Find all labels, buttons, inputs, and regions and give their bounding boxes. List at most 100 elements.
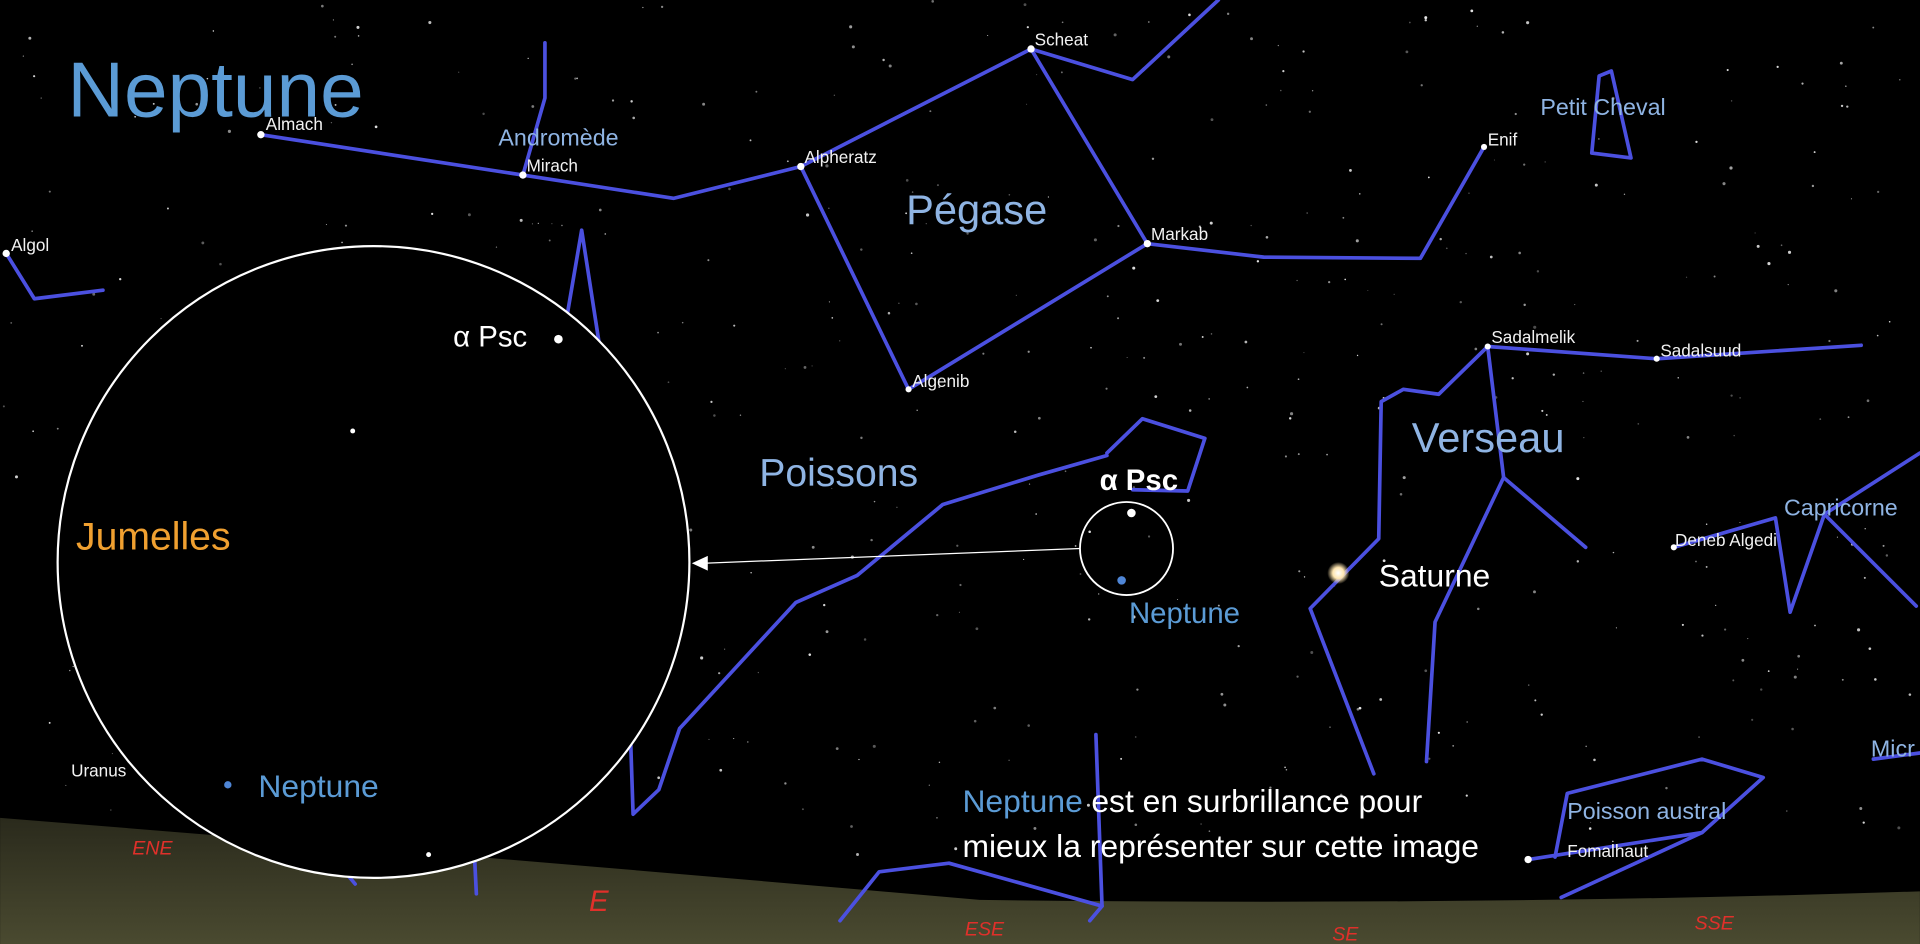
background-star	[1523, 303, 1526, 307]
background-star	[56, 427, 59, 430]
background-star	[219, 262, 222, 266]
background-star	[739, 414, 742, 416]
background-star	[1739, 397, 1741, 399]
background-star	[1814, 624, 1816, 627]
background-star	[1787, 250, 1792, 254]
background-star	[1730, 394, 1733, 397]
background-star	[1600, 370, 1602, 372]
direction: SE	[1332, 923, 1359, 944]
background-star	[632, 116, 636, 120]
background-star	[1008, 759, 1010, 762]
background-star	[1151, 157, 1155, 160]
background-star	[1154, 395, 1158, 398]
background-star	[1726, 68, 1729, 72]
background-star	[642, 6, 644, 9]
background-star	[958, 611, 960, 613]
background-star	[1428, 757, 1431, 760]
background-star	[1220, 692, 1224, 696]
background-star	[1297, 453, 1300, 456]
background-star	[1574, 304, 1576, 306]
background-star	[1493, 159, 1495, 161]
background-star	[604, 233, 607, 235]
star-label: Enif	[1488, 130, 1518, 150]
constellation-label: Andromède	[498, 125, 618, 151]
background-star	[1780, 244, 1783, 247]
background-star	[1786, 810, 1788, 812]
background-star	[1023, 558, 1025, 560]
background-star	[811, 545, 815, 549]
background-star	[975, 627, 979, 631]
background-star	[733, 738, 735, 740]
background-star	[1167, 55, 1171, 59]
background-star	[1840, 104, 1844, 108]
background-star	[1828, 339, 1831, 343]
background-star	[1013, 430, 1017, 433]
background-star	[1379, 698, 1383, 701]
background-star	[1598, 138, 1600, 140]
background-star	[1514, 112, 1517, 116]
background-star	[873, 500, 876, 503]
background-star	[850, 825, 853, 828]
caption-line: Neptune est en surbrillance pour	[962, 783, 1422, 819]
background-star	[519, 218, 523, 222]
background-star	[22, 55, 24, 57]
background-star	[1897, 826, 1901, 830]
background-star	[1134, 823, 1138, 827]
background-star	[374, 125, 378, 129]
background-star	[1113, 33, 1117, 37]
background-star	[931, 0, 934, 3]
background-star	[1874, 678, 1877, 681]
background-star	[1859, 806, 1863, 810]
star-label: Scheat	[1035, 29, 1089, 49]
background-star	[1120, 757, 1123, 760]
background-star	[1724, 628, 1727, 631]
planet-label: α Psc	[1100, 464, 1179, 497]
inset-label: α Psc	[453, 321, 527, 354]
background-star	[630, 100, 633, 103]
background-star	[1518, 251, 1521, 255]
background-star	[1701, 634, 1704, 637]
background-star	[1424, 19, 1427, 22]
background-star	[431, 212, 434, 216]
background-star	[1501, 31, 1505, 34]
background-star	[1207, 839, 1211, 843]
constellation-label: Capricorne	[1784, 494, 1898, 520]
constellation-label: Poissons	[759, 452, 918, 495]
background-star	[1023, 3, 1027, 7]
background-star	[708, 738, 710, 740]
background-star	[1223, 703, 1227, 707]
background-star	[1899, 79, 1901, 81]
background-star	[1477, 607, 1480, 611]
background-star	[1143, 356, 1146, 359]
background-star	[1612, 840, 1614, 843]
background-star	[1217, 604, 1220, 607]
background-star	[811, 365, 813, 367]
direction: E	[589, 885, 609, 918]
background-star	[1582, 372, 1585, 374]
background-star	[1358, 193, 1361, 195]
background-star	[1265, 104, 1268, 106]
background-star	[1747, 638, 1749, 640]
background-star	[1583, 436, 1585, 439]
background-star	[341, 241, 343, 244]
background-star	[1376, 847, 1380, 851]
background-star	[166, 207, 169, 210]
background-star	[910, 252, 913, 255]
background-star	[1177, 598, 1179, 600]
background-star	[1027, 724, 1030, 727]
background-star	[611, 99, 615, 102]
background-star	[111, 753, 113, 755]
background-star	[1355, 239, 1359, 243]
background-star	[936, 613, 939, 617]
background-star	[1863, 576, 1866, 579]
background-star	[495, 246, 498, 248]
background-star	[1284, 455, 1287, 458]
background-star	[1695, 140, 1698, 144]
background-star	[1857, 628, 1861, 632]
background-star	[40, 97, 42, 99]
background-star	[1536, 270, 1540, 273]
background-star	[1198, 225, 1201, 228]
star-label: Sadalmelik	[1491, 327, 1575, 347]
background-star	[1427, 176, 1430, 179]
